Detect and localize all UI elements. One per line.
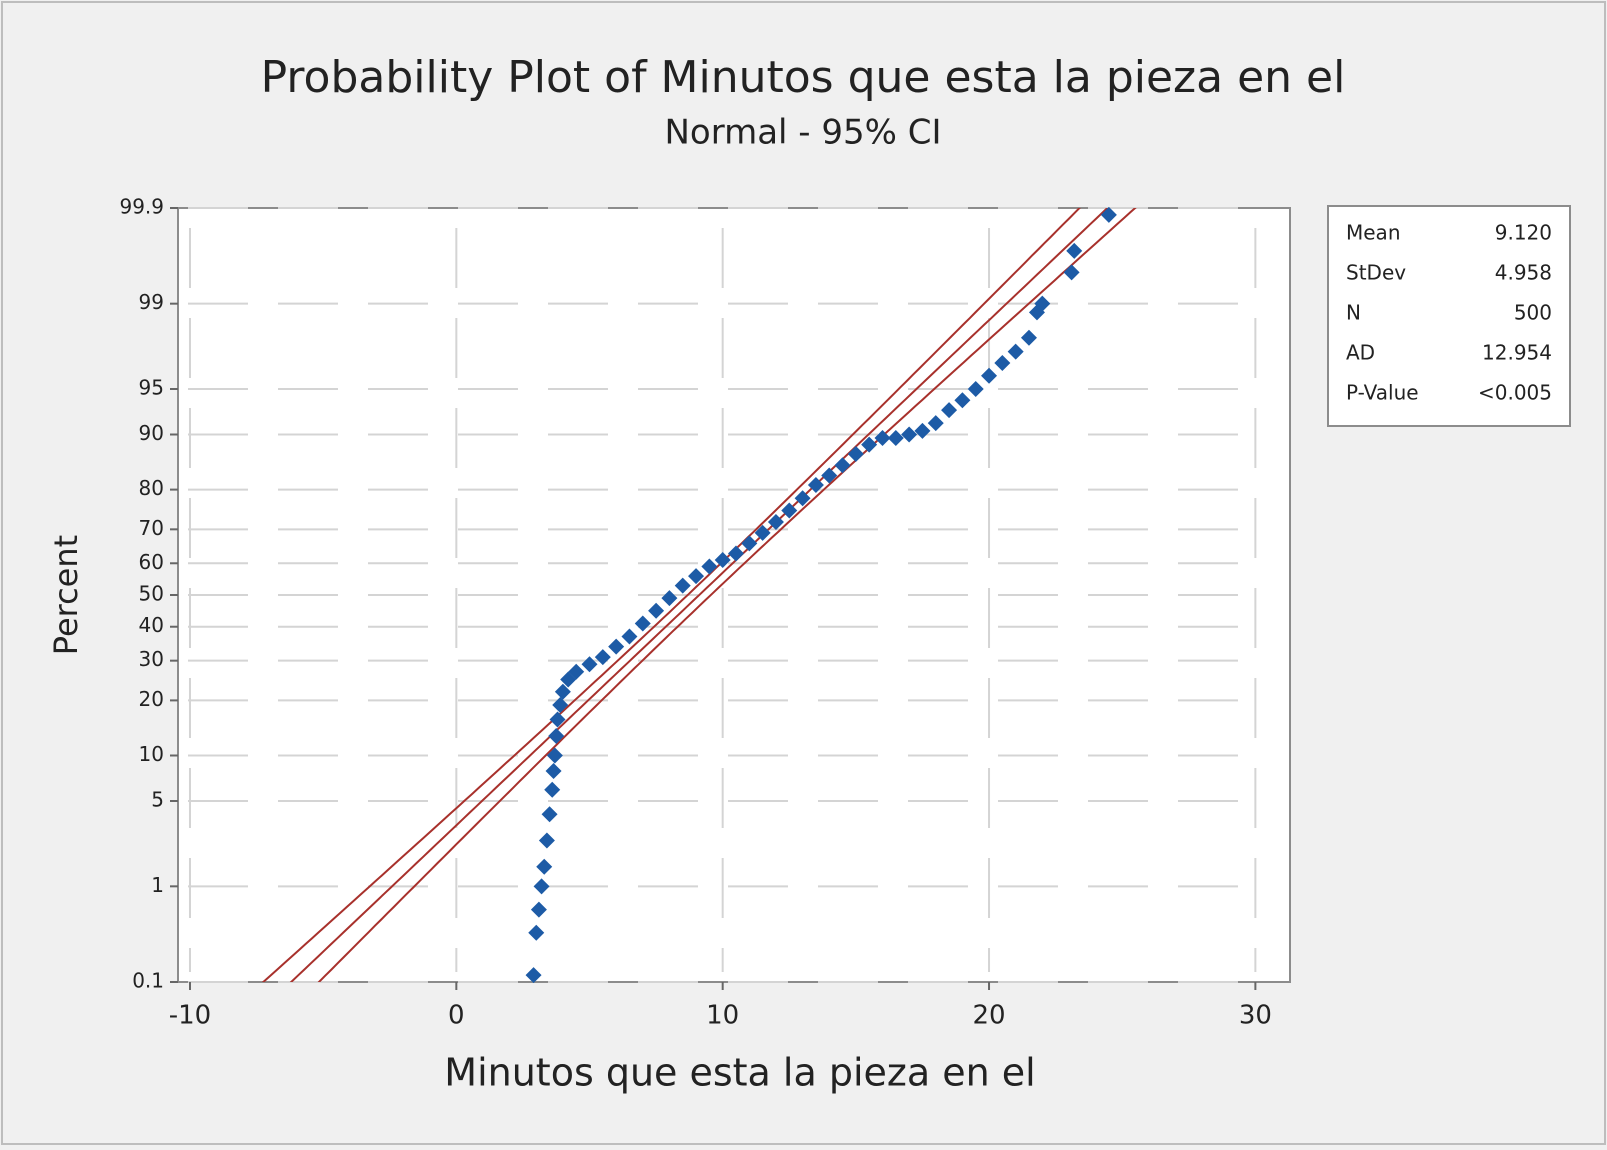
data-point [634,615,651,632]
y-tick-label: 90 [139,421,164,445]
data-point [1034,295,1051,312]
data-point [901,426,918,443]
data-point [714,552,731,569]
data-point [914,422,931,439]
data-point [536,858,553,875]
data-point [554,683,571,700]
data-point [552,696,569,713]
data-point [661,590,678,607]
y-tick-label: 30 [139,647,164,671]
x-tick-label: 30 [1239,1001,1272,1031]
data-point [541,806,558,823]
data-point [741,535,758,552]
data-point [954,392,971,409]
points [525,206,1117,984]
data-point [874,430,891,447]
stats-label: AD [1346,341,1375,365]
data-point [847,445,864,462]
data-point [807,477,824,494]
x-tick-label: 20 [972,1001,1005,1031]
data-point [538,832,555,849]
fit-line [289,208,1109,982]
data-point [581,656,598,673]
stats-label: P-Value [1346,381,1419,405]
grid [188,207,1260,983]
y-tick-label: 1 [151,873,164,897]
data-point [546,747,563,764]
ci-line [261,208,1081,982]
y-tick-label: 0.1 [132,969,164,993]
data-point [767,514,784,531]
data-point [781,502,798,519]
data-point [674,577,691,594]
y-tick-label: 40 [139,613,164,637]
data-point [981,367,998,384]
x-tick-label: -10 [169,1001,211,1031]
data-point [568,663,585,680]
data-point [821,467,838,484]
stats-label: N [1346,301,1361,325]
y-tick-label: 99 [139,290,164,314]
data-point [688,568,705,585]
y-tick-label: 5 [151,787,164,811]
fit-lines [261,208,1137,982]
data-point [528,924,545,941]
data-point [861,436,878,453]
stats-value: 9.120 [1495,221,1552,245]
y-tick-label: 99.9 [119,195,164,219]
data-point [621,628,638,645]
data-point [533,878,550,895]
chart-subtitle: Normal - 95% CI [664,113,941,153]
data-point [608,638,625,655]
stats-box [1327,205,1571,427]
data-point [594,649,611,666]
data-point [967,381,984,398]
y-tick-label: 80 [139,476,164,500]
y-tick-label: 60 [139,550,164,574]
data-point [887,430,904,447]
data-point [701,558,718,575]
data-point [941,402,958,419]
stats-value: 12.954 [1482,341,1552,365]
data-point [525,967,542,984]
stats-label: StDev [1346,261,1406,285]
x-axis-label: Minutos que esta la pieza en el [444,1051,1035,1095]
data-point [994,355,1011,372]
data-point [927,415,944,432]
data-point [548,728,565,745]
y-tick-label: 50 [139,582,164,606]
stats-value: 4.958 [1495,261,1552,285]
data-point [1007,343,1024,360]
stats-value: 500 [1514,301,1552,325]
data-point [530,901,547,918]
chart-title: Probability Plot of Minutos que esta la … [261,52,1346,103]
data-point [727,545,744,562]
data-point [1020,329,1037,346]
y-tick-label: 70 [139,516,164,540]
stats-value: <0.005 [1478,381,1552,405]
y-tick-label: 20 [139,687,164,711]
data-point [549,711,566,728]
x-tick-label: 0 [448,1001,465,1031]
stats-table: Mean 9.120 StDev 4.958 N 500 AD 12.954 P-Value <0… [1346,221,1552,405]
data-point [1066,242,1083,259]
data-point [544,781,561,798]
data-point [834,457,851,474]
x-tick-label: 10 [706,1001,739,1031]
stats-label: Mean [1346,221,1401,245]
y-tick-label: 95 [139,376,164,400]
ticks: -10 0 10 20 30 0.1 1 5 10 20 30 40 50 60 70 80 90 95 99 99.… [119,195,1271,1031]
data-point [794,490,811,507]
y-tick-label: 10 [139,742,164,766]
data-point [754,524,771,541]
data-point [648,602,665,619]
data-point [1100,206,1117,223]
y-axis-label: Percent [47,535,85,655]
data-point [1063,264,1080,281]
ci-line [317,208,1137,982]
data-point [545,762,562,779]
